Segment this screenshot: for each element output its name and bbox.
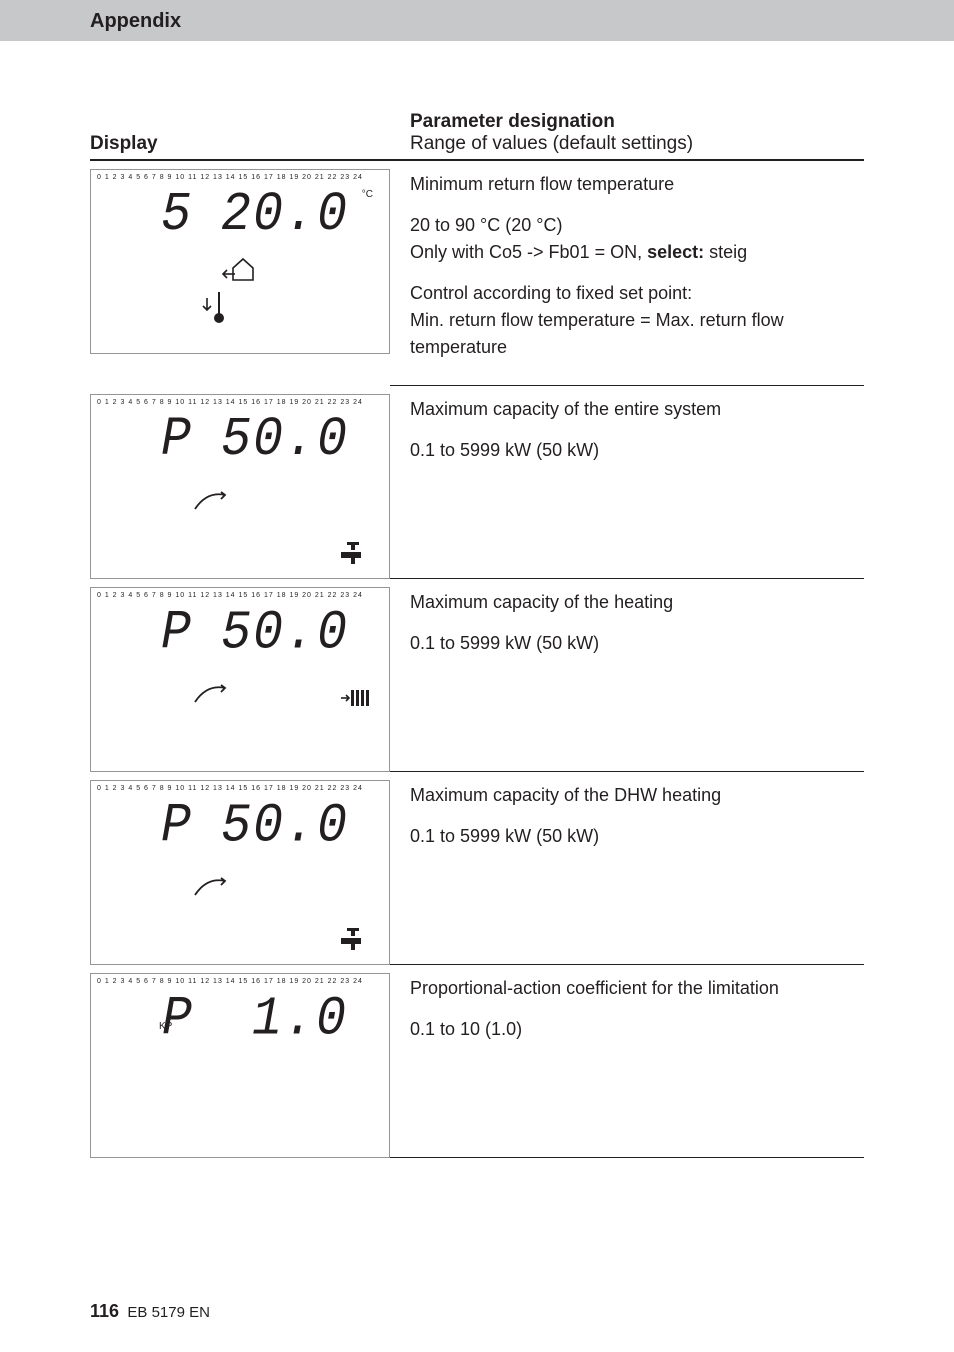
- tick-scale: 0 1 2 3 4 5 6 7 8 9 10 11 12 13 14 15 16…: [91, 974, 389, 985]
- icon-zone: [91, 250, 389, 353]
- radiator-icon: [339, 686, 375, 710]
- table-row: 0 1 2 3 4 5 6 7 8 9 10 11 12 13 14 15 16…: [90, 772, 864, 965]
- desc-cell: Maximum capacity of the heating 0.1 to 5…: [390, 579, 864, 772]
- curve-icon: [191, 489, 231, 513]
- param-range: 0.1 to 5999 kW (50 kW): [410, 437, 864, 464]
- unit-celsius: °C: [362, 189, 373, 200]
- section-banner: Appendix: [0, 0, 954, 41]
- param-note: Only with Co5 -> Fb01 = ON, select: stei…: [410, 239, 864, 266]
- param-title: Maximum capacity of the entire system: [410, 396, 864, 423]
- tick-scale: 0 1 2 3 4 5 6 7 8 9 10 11 12 13 14 15 16…: [91, 588, 389, 599]
- lcd-display: 0 1 2 3 4 5 6 7 8 9 10 11 12 13 14 15 16…: [90, 169, 390, 354]
- display-cell: 0 1 2 3 4 5 6 7 8 9 10 11 12 13 14 15 16…: [90, 161, 390, 386]
- desc-cell: Maximum capacity of the entire system 0.…: [390, 386, 864, 579]
- seg-left: P: [131, 795, 191, 858]
- segment-readout: °C 5 20.0: [91, 187, 389, 243]
- param-range: 0.1 to 10 (1.0): [410, 1016, 864, 1043]
- header-display: Display: [90, 133, 390, 155]
- curve-icon: [191, 875, 231, 899]
- display-cell: 0 1 2 3 4 5 6 7 8 9 10 11 12 13 14 15 16…: [90, 579, 390, 772]
- segment-readout: P 50.0: [91, 798, 389, 854]
- param-title: Minimum return flow temperature: [410, 171, 864, 198]
- banner-title: Appendix: [90, 10, 181, 32]
- table-row: 0 1 2 3 4 5 6 7 8 9 10 11 12 13 14 15 16…: [90, 965, 864, 1158]
- display-cell: 0 1 2 3 4 5 6 7 8 9 10 11 12 13 14 15 16…: [90, 772, 390, 965]
- lcd-display: 0 1 2 3 4 5 6 7 8 9 10 11 12 13 14 15 16…: [90, 780, 390, 965]
- param-range: 20 to 90 °C (20 °C): [410, 212, 864, 239]
- page-number: 116: [90, 1301, 119, 1321]
- seg-right: 50.0: [221, 602, 349, 665]
- param-title: Maximum capacity of the DHW heating: [410, 782, 864, 809]
- seg-right: 20.0: [221, 184, 349, 247]
- seg-right: 50.0: [221, 409, 349, 472]
- page-footer: 116 EB 5179 EN: [90, 1301, 210, 1322]
- parameter-table: Display Parameter designation Range of v…: [90, 111, 864, 1158]
- param-range: 0.1 to 5999 kW (50 kW): [410, 823, 864, 850]
- param-range: 0.1 to 5999 kW (50 kW): [410, 630, 864, 657]
- lcd-display: 0 1 2 3 4 5 6 7 8 9 10 11 12 13 14 15 16…: [90, 394, 390, 579]
- seg-left: P: [132, 988, 192, 1051]
- display-cell: 0 1 2 3 4 5 6 7 8 9 10 11 12 13 14 15 16…: [90, 965, 390, 1158]
- tick-scale: 0 1 2 3 4 5 6 7 8 9 10 11 12 13 14 15 16…: [91, 781, 389, 792]
- tap-icon: [337, 542, 371, 568]
- desc-cell: Maximum capacity of the DHW heating 0.1 …: [390, 772, 864, 965]
- seg-left: 5: [131, 184, 191, 247]
- table-row: 0 1 2 3 4 5 6 7 8 9 10 11 12 13 14 15 16…: [90, 161, 864, 386]
- param-title: Proportional-action coefficient for the …: [410, 975, 864, 1002]
- table-row: 0 1 2 3 4 5 6 7 8 9 10 11 12 13 14 15 16…: [90, 579, 864, 772]
- icon-zone: [91, 475, 389, 578]
- tick-scale: 0 1 2 3 4 5 6 7 8 9 10 11 12 13 14 15 16…: [91, 395, 389, 406]
- display-cell: 0 1 2 3 4 5 6 7 8 9 10 11 12 13 14 15 16…: [90, 386, 390, 579]
- header-desc: Parameter designation Range of values (d…: [390, 111, 864, 155]
- segment-readout: P 50.0: [91, 605, 389, 661]
- segment-readout: P 50.0: [91, 412, 389, 468]
- seg-left: P: [131, 409, 191, 472]
- segment-readout: KP P 1.0: [91, 991, 389, 1047]
- icon-zone: [91, 668, 389, 771]
- doc-id: EB 5179 EN: [127, 1304, 210, 1321]
- thermometer-down-icon: [201, 288, 231, 328]
- param-extra2: Min. return flow temperature = Max. retu…: [410, 307, 864, 361]
- curve-icon: [191, 682, 231, 706]
- header-range: Range of values (default settings): [410, 133, 864, 155]
- desc-cell: Minimum return flow temperature 20 to 90…: [390, 161, 864, 386]
- seg-right: 1.0: [252, 988, 348, 1051]
- param-title: Maximum capacity of the heating: [410, 589, 864, 616]
- seg-left: P: [131, 602, 191, 665]
- return-flow-icon: [221, 254, 261, 284]
- param-extra1: Control according to fixed set point:: [410, 280, 864, 307]
- icon-zone: [91, 861, 389, 964]
- tap-solid-icon: [337, 928, 371, 954]
- header-param: Parameter designation: [410, 111, 864, 133]
- desc-cell: Proportional-action coefficient for the …: [390, 965, 864, 1158]
- tick-scale: 0 1 2 3 4 5 6 7 8 9 10 11 12 13 14 15 16…: [91, 170, 389, 181]
- lcd-display: 0 1 2 3 4 5 6 7 8 9 10 11 12 13 14 15 16…: [90, 973, 390, 1158]
- table-row: 0 1 2 3 4 5 6 7 8 9 10 11 12 13 14 15 16…: [90, 386, 864, 579]
- lcd-display: 0 1 2 3 4 5 6 7 8 9 10 11 12 13 14 15 16…: [90, 587, 390, 772]
- table-header: Display Parameter designation Range of v…: [90, 111, 864, 161]
- seg-right: 50.0: [221, 795, 349, 858]
